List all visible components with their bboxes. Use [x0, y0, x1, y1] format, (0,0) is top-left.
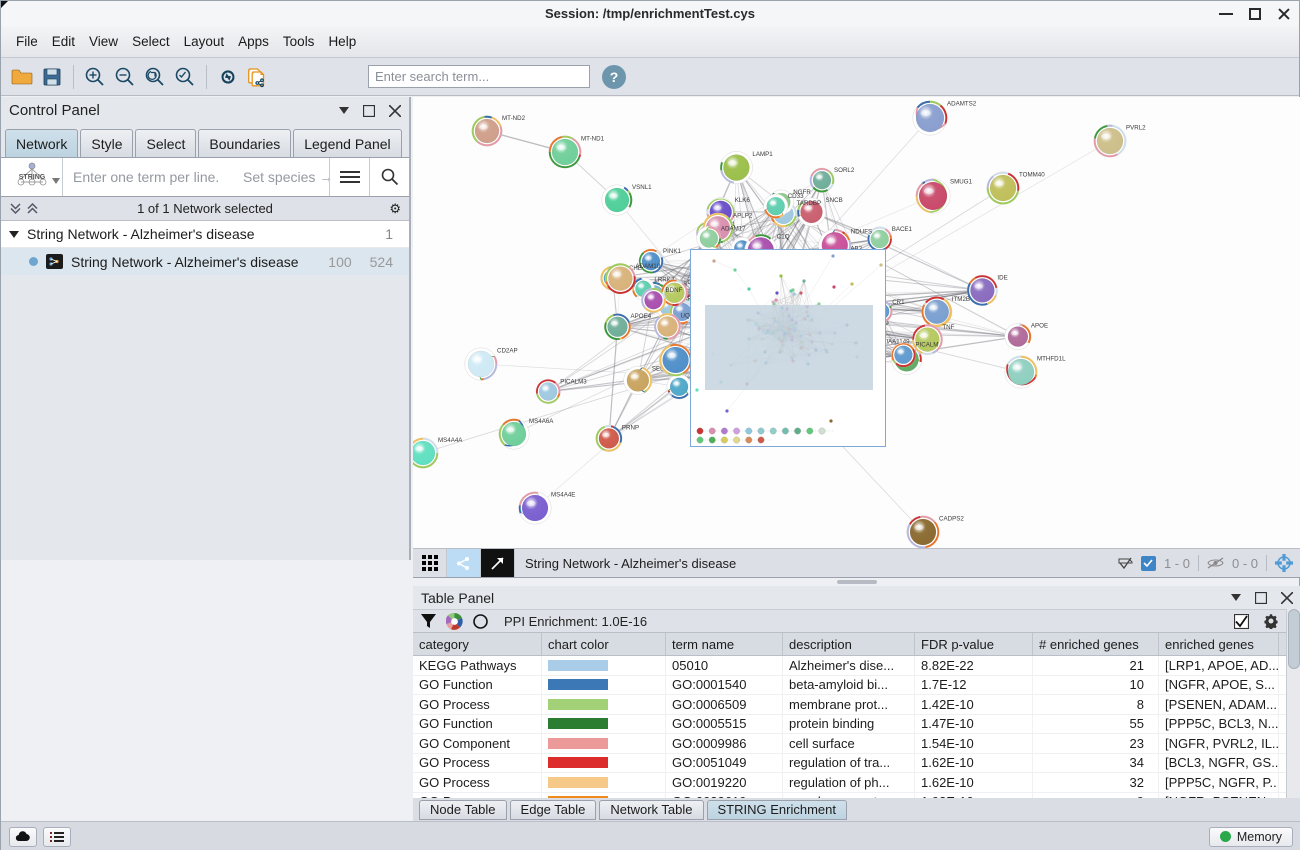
svg-text:PICALM3: PICALM3 — [560, 378, 587, 385]
svg-text:MS4A4E: MS4A4E — [551, 491, 575, 498]
svg-text:MT-ND1: MT-ND1 — [581, 135, 605, 142]
svg-text:IDE: IDE — [997, 275, 1007, 282]
svg-text:APLP2: APLP2 — [733, 212, 753, 219]
svg-text:MTHFD1L: MTHFD1L — [1037, 355, 1066, 362]
svg-text:APOE: APOE — [1031, 323, 1048, 330]
svg-text:TARDBP: TARDBP — [797, 200, 822, 207]
svg-text:MS4A4A: MS4A4A — [438, 437, 463, 444]
svg-text:TNF: TNF — [942, 324, 954, 331]
svg-text:VSNL1: VSNL1 — [632, 184, 652, 191]
svg-text:SMUG1: SMUG1 — [950, 178, 973, 185]
svg-text:ITM2B: ITM2B — [952, 296, 970, 303]
svg-text:PRNP: PRNP — [622, 424, 639, 431]
svg-text:BACE1: BACE1 — [892, 226, 913, 233]
svg-text:KLK6: KLK6 — [735, 197, 751, 204]
svg-text:MT-ND2: MT-ND2 — [502, 115, 526, 122]
svg-text:BDNF: BDNF — [666, 287, 683, 294]
svg-text:ADAM17: ADAM17 — [721, 225, 746, 232]
svg-text:TOMM40: TOMM40 — [1019, 171, 1045, 178]
svg-text:SNCB: SNCB — [826, 197, 843, 204]
svg-text:MS4A6A: MS4A6A — [529, 418, 554, 425]
svg-text:ADAMTS2: ADAMTS2 — [947, 100, 977, 107]
svg-text:PVRL2: PVRL2 — [1126, 124, 1146, 131]
svg-text:APOE4: APOE4 — [631, 313, 652, 320]
svg-text:STRING: STRING — [18, 174, 45, 181]
svg-text:SORL2: SORL2 — [834, 167, 855, 174]
svg-text:CD2AP: CD2AP — [497, 347, 518, 354]
svg-text:PICALM: PICALM — [915, 342, 938, 349]
svg-text:CADPS2: CADPS2 — [939, 515, 964, 522]
svg-text:CD33: CD33 — [788, 193, 804, 200]
svg-text:C1Q: C1Q — [777, 234, 790, 241]
svg-text:ADAM10: ADAM10 — [635, 263, 660, 270]
svg-text:CR1: CR1 — [892, 299, 905, 306]
svg-text:NDUFS: NDUFS — [851, 229, 872, 236]
svg-text:LAMP1: LAMP1 — [752, 151, 773, 158]
svg-text:PINK1: PINK1 — [663, 248, 681, 255]
